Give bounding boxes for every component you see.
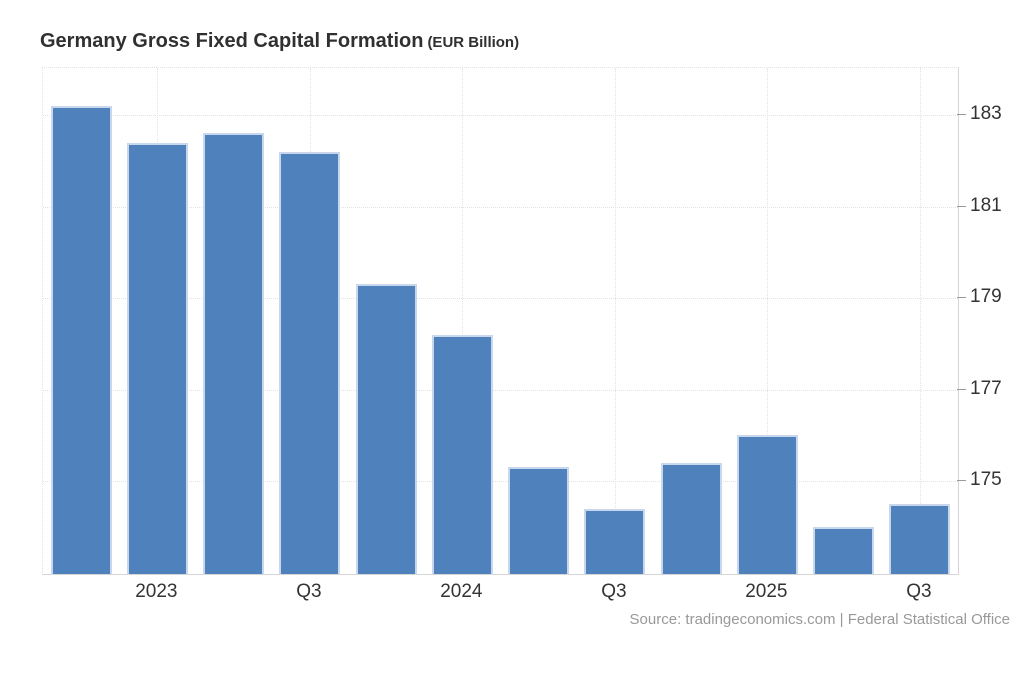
y-tick-mark <box>957 388 966 390</box>
bar[interactable] <box>508 467 570 574</box>
y-tick-label: 177 <box>970 377 1002 399</box>
x-tick-label: Q3 <box>906 581 932 602</box>
x-tick-label: 2023 <box>135 581 178 602</box>
y-tick-mark <box>957 480 966 482</box>
bar[interactable] <box>126 142 188 574</box>
x-tick-label: Q3 <box>296 581 322 602</box>
h-gridline <box>43 298 958 300</box>
v-gridline <box>919 68 921 574</box>
bar[interactable] <box>355 284 417 574</box>
bar[interactable] <box>736 435 798 574</box>
x-tick-label: Q3 <box>601 581 627 602</box>
y-tick-label: 183 <box>970 103 1002 125</box>
y-tick-mark <box>957 114 966 116</box>
h-gridline <box>43 481 958 483</box>
y-tick-label: 175 <box>970 469 1002 491</box>
y-tick-mark <box>957 297 966 299</box>
x-tick-label: 2025 <box>745 581 788 602</box>
source-attribution: Source: tradingeconomics.com | Federal S… <box>629 611 1010 628</box>
v-gridline <box>767 68 769 574</box>
v-gridline <box>614 68 616 574</box>
y-tick-label: 179 <box>970 286 1002 308</box>
bar[interactable] <box>431 334 493 574</box>
bar[interactable] <box>660 462 722 574</box>
bar[interactable] <box>813 526 875 574</box>
h-gridline <box>43 389 958 391</box>
chart-title-text: Germany Gross Fixed Capital Formation <box>40 30 424 52</box>
bar[interactable] <box>584 508 646 574</box>
y-tick-mark <box>957 205 966 207</box>
bar[interactable] <box>203 133 265 574</box>
bar[interactable] <box>889 504 951 574</box>
x-tick-label: 2024 <box>440 581 483 602</box>
chart-title: Germany Gross Fixed Capital Formation (EU… <box>40 30 519 53</box>
h-gridline <box>43 115 958 117</box>
bar[interactable] <box>279 151 341 574</box>
y-tick-label: 181 <box>970 194 1002 216</box>
h-gridline <box>43 206 958 208</box>
plot-area <box>42 67 959 575</box>
chart-title-unit: (EUR Billion) <box>427 34 520 51</box>
v-gridline <box>462 68 464 574</box>
bar[interactable] <box>50 105 112 574</box>
